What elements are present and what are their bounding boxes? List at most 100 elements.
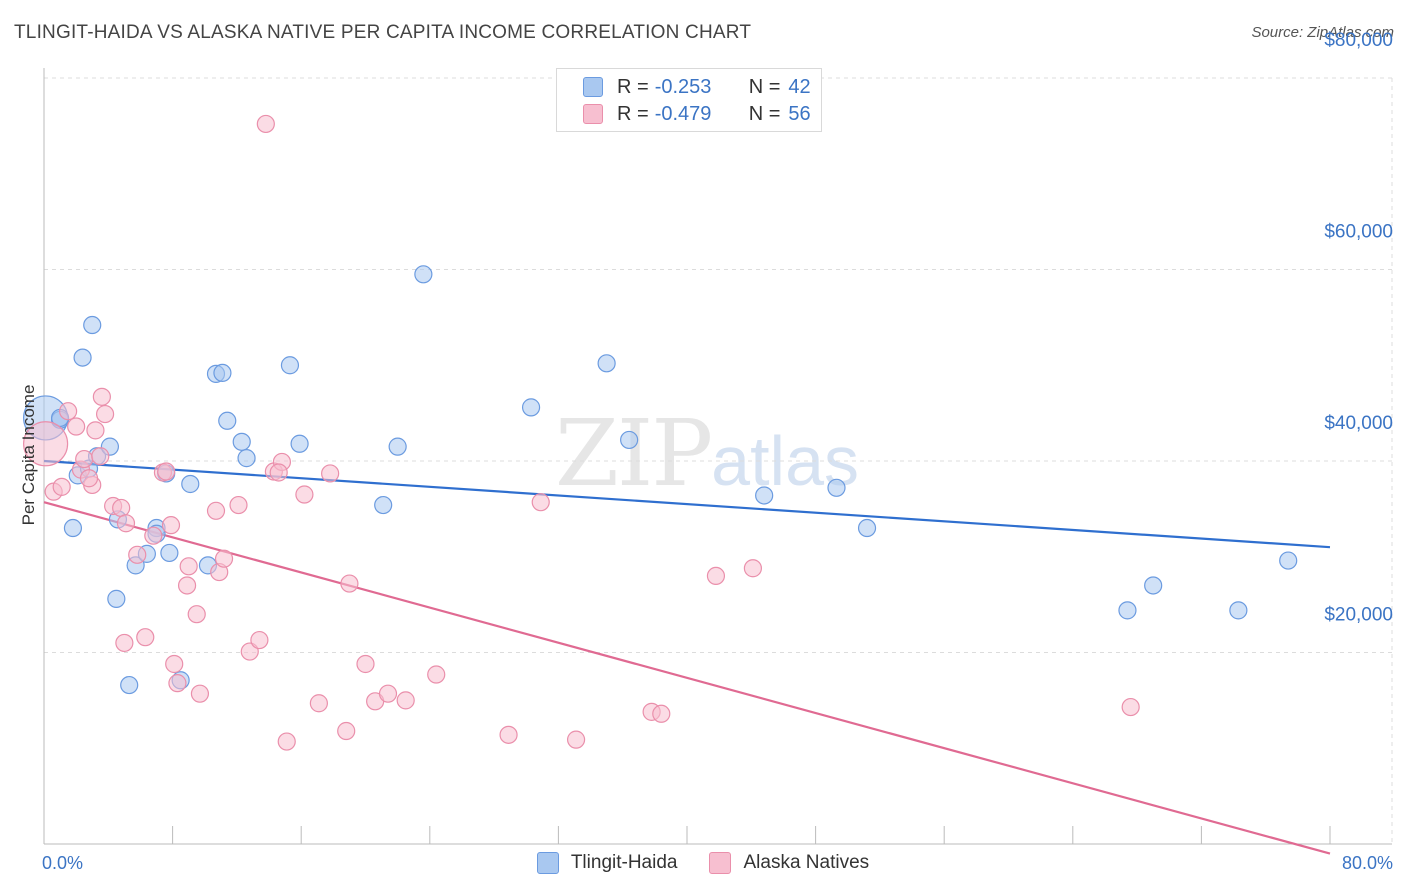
legend-swatch-alaska [583,104,603,124]
legend-item-alaska: Alaska Natives [709,852,869,874]
alaska-point [652,704,671,723]
tlingit-trend-line [43,459,1331,549]
alaska-point [295,485,314,504]
alaska-point [337,721,356,741]
alaska-point [144,526,163,545]
x-tick-label: 80.0% [1342,853,1393,873]
legend-r-value: -0.479 [654,102,712,125]
tlingit-point [181,474,200,494]
alaska-point [1121,697,1140,717]
alaska-point [214,549,234,568]
alaska-point [269,463,288,482]
legend-r-value: -0.253 [654,75,712,98]
tlingit-point [521,398,541,417]
legend-n-label: N = [748,102,781,125]
tlingit-point [374,495,393,515]
tlingit-point [755,486,774,505]
alaska-point [356,654,375,674]
tlingit-point [213,363,232,383]
alaska-point [75,449,94,469]
alaska-point [92,387,111,406]
alaska-trend-line [43,501,1331,855]
watermark-zip: ZIP [555,400,713,507]
alaska-point [168,674,187,693]
tlingit-point [1279,551,1298,570]
tlingit-point [73,348,92,367]
y-tick-label: $80,000 [1324,30,1393,51]
tlingit-point [597,354,616,373]
alaska-point [250,630,269,650]
alaska-point [427,665,446,684]
alaska-point [67,417,86,436]
alaska-point [95,404,115,424]
legend-swatch-tlingit [536,852,559,874]
alaska-point [190,684,210,703]
y-tick-label: $40,000 [1324,413,1393,434]
alaska-point [177,576,197,595]
tlingit-point [827,478,846,497]
alaska-point [52,477,71,496]
legend-n-value: 42 [788,75,811,98]
alaska-point [706,566,726,586]
alaska-point [23,421,69,467]
alaska-point [187,605,206,624]
alaska-point [396,691,415,710]
alaska-point [136,628,155,647]
legend-item-tlingit: Tlingit-Haida [536,852,677,874]
legend-swatch-alaska [709,852,732,874]
alaska-point [277,732,296,751]
watermark: ZIPatlas [555,400,859,507]
alaska-point [309,694,328,713]
tlingit-point [218,411,237,430]
tlingit-point [290,434,309,453]
alaska-point [161,516,181,535]
tlingit-point [120,675,139,695]
alaska-point [531,493,550,512]
tlingit-point [237,449,256,468]
alaska-point [115,633,134,653]
alaska-point [86,421,105,440]
alaska-point [157,462,176,481]
alaska-point [165,654,184,674]
tlingit-point [1144,576,1163,595]
alaska-point [256,114,275,134]
tlingit-point [1229,601,1248,620]
legend-n-value: 56 [788,102,811,125]
tlingit-point [63,518,83,538]
tlingit-point [620,430,639,450]
tlingit-point [232,432,251,451]
alaska-point [112,498,131,518]
legend-row-tlingit: R = -0.253 N = 42 [557,73,811,101]
tlingit-point [160,543,179,563]
alaska-point [499,725,518,744]
tlingit-point [107,589,126,608]
alaska-point [229,495,248,515]
tlingit-point [1118,601,1137,620]
correlation-legend: R = -0.253 N = 42 R = -0.479 N = 56 [556,68,822,132]
legend-swatch-tlingit [583,77,603,97]
alaska-point [116,514,136,533]
alaska-point [59,402,78,421]
tlingit-point [280,356,300,375]
axis-labels: $20,000 $40,000 $60,000 $80,000 0.0% 80.0% Per… [19,30,1393,873]
alaska-point [128,545,147,564]
data-points [23,114,1298,751]
legend-n-label: N = [748,75,781,98]
alaska-point [378,684,398,703]
tlingit-point [83,315,102,335]
alaska-point [91,447,110,466]
alaska-point [340,574,359,593]
trend-lines [43,459,1331,855]
y-axis-title: Per Capita Income [19,385,38,526]
source-label: Source: ZipAtlas.com [1251,24,1394,41]
alaska-point [566,730,586,749]
chart-title: TLINGIT-HAIDA VS ALASKA NATIVE PER CAPIT… [14,22,752,43]
y-tick-label: $20,000 [1324,605,1393,626]
tlingit-point [414,265,433,284]
alaska-point [321,464,340,483]
legend-row-alaska: R = -0.479 N = 56 [557,100,811,128]
alaska-point [79,469,99,488]
tlingit-point [857,518,877,538]
legend-r-label: R = [617,75,649,98]
